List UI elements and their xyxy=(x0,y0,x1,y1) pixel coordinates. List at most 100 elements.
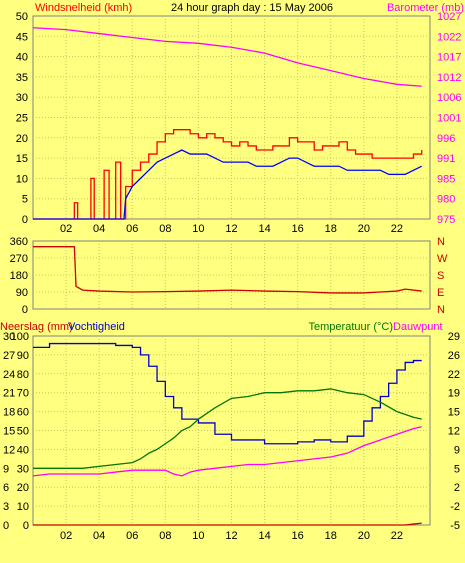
rain-y-tick: 27 xyxy=(3,350,15,362)
temperature-axis-title: Temperatuur (°C) xyxy=(309,321,393,333)
wind-y-tick: 10 xyxy=(16,173,28,185)
gust-line xyxy=(33,129,423,220)
temperature-y-tick: 22 xyxy=(448,369,460,381)
wind-series xyxy=(32,27,423,220)
humidity-y-tick: 70 xyxy=(17,388,29,400)
x-tick-label: 06 xyxy=(126,530,138,542)
barometer-y-tick: 980 xyxy=(437,194,455,206)
gust-spike xyxy=(90,177,95,219)
humidity-y-tick: 80 xyxy=(17,369,29,381)
compass-label: E xyxy=(437,287,444,299)
humidity-y-tick: 20 xyxy=(17,482,29,494)
wind-y-tick: 0 xyxy=(22,214,28,226)
direction-y-tick: 90 xyxy=(16,287,28,299)
humidity-y-tick: 60 xyxy=(17,407,29,419)
barometer-y-tick: 991 xyxy=(437,153,455,165)
humidity-y-tick: 30 xyxy=(17,463,29,475)
dewpoint-line xyxy=(32,426,422,477)
x-tick-label: 12 xyxy=(225,530,237,542)
rain-y-tick: 24 xyxy=(3,369,15,381)
direction-y-tick: 180 xyxy=(10,270,28,282)
barometer-y-tick: 996 xyxy=(437,133,455,145)
direction-gridlines xyxy=(33,241,430,309)
humidity-y-axis-labels: 0 10 20 30 40 50 60 70 80 90 100 xyxy=(11,331,29,532)
rain-y-tick: 3 xyxy=(3,501,9,513)
x-tick-label: 14 xyxy=(258,223,270,235)
temperature-y-tick: 2 xyxy=(454,482,460,494)
barometer-y-tick: 985 xyxy=(437,173,455,185)
gust-spike xyxy=(103,169,110,219)
x-tick-label: 16 xyxy=(292,530,304,542)
x-tick-label: 22 xyxy=(391,223,403,235)
humidity-y-tick: 40 xyxy=(17,444,29,456)
barometer-y-tick: 1012 xyxy=(437,72,461,84)
humidity-y-tick: 0 xyxy=(23,520,29,532)
rain-y-tick: 30 xyxy=(3,331,15,343)
barometer-y-axis-labels: 975 980 985 991 996 1001 1006 1012 1017 1022 1027 xyxy=(437,11,461,226)
compass-label: N xyxy=(437,236,445,248)
temperature-y-tick: 12 xyxy=(448,426,460,438)
temperature-y-tick: 26 xyxy=(448,350,460,362)
wind-y-tick: 5 xyxy=(22,194,28,206)
wind-x-axis-labels: 02 04 06 08 10 12 14 16 18 20 22 xyxy=(60,223,403,235)
temperature-y-axis-labels: -5 -2 2 5 9 12 15 19 22 26 29 xyxy=(448,331,460,532)
wind-y-tick: 40 xyxy=(16,52,28,64)
direction-line xyxy=(33,246,422,294)
x-tick-label: 02 xyxy=(60,223,72,235)
x-tick-label: 08 xyxy=(159,530,171,542)
humidity-y-tick: 100 xyxy=(11,331,29,343)
chart-title: 24 hour graph day : 15 May 2006 xyxy=(171,2,333,14)
temperature-y-tick: 5 xyxy=(454,463,460,475)
x-tick-label: 16 xyxy=(292,223,304,235)
humidity-axis-title: Vochtigheid xyxy=(68,321,125,333)
temperature-line xyxy=(33,388,422,469)
direction-y-axis-labels: 0 90 180 270 360 xyxy=(10,236,28,316)
compass-label: W xyxy=(437,253,448,265)
temperature-y-tick: -2 xyxy=(450,501,460,513)
x-tick-label: 18 xyxy=(325,223,337,235)
humidity-series xyxy=(32,342,422,526)
humidity-y-tick: 10 xyxy=(17,501,29,513)
wind-y-axis-labels: 0 5 10 15 20 25 30 35 40 45 50 xyxy=(16,11,28,226)
temperature-y-tick: 15 xyxy=(448,407,460,419)
temperature-y-tick: 19 xyxy=(448,388,460,400)
barometer-y-tick: 1022 xyxy=(437,31,461,43)
rain-y-tick: 18 xyxy=(3,407,15,419)
wind-y-tick: 45 xyxy=(16,31,28,43)
temperature-y-tick: -5 xyxy=(450,520,460,532)
x-tick-label: 02 xyxy=(60,530,72,542)
x-tick-label: 20 xyxy=(358,223,370,235)
barometer-y-tick: 1006 xyxy=(437,92,461,104)
barometer-y-tick: 1027 xyxy=(437,11,461,23)
barometer-line xyxy=(32,27,422,87)
rain-y-tick: 9 xyxy=(3,463,9,475)
barometer-y-tick: 1017 xyxy=(437,52,461,64)
rain-y-tick: 6 xyxy=(3,482,9,494)
wind-y-tick: 25 xyxy=(16,113,28,125)
rain-y-tick: 12 xyxy=(3,444,15,456)
dewpoint-axis-title: Dauwpunt xyxy=(393,321,443,333)
wind-y-tick: 30 xyxy=(16,92,28,104)
direction-series xyxy=(33,246,422,294)
direction-y-tick: 270 xyxy=(10,253,28,265)
x-tick-label: 18 xyxy=(325,530,337,542)
rain-axis-title: Neerslag (mm) xyxy=(0,321,73,333)
x-tick-label: 20 xyxy=(358,530,370,542)
humidity-line xyxy=(33,342,422,445)
rain-y-axis-labels: 0 3 6 9 12 15 18 21 24 27 30 xyxy=(3,331,15,532)
x-tick-label: 10 xyxy=(192,223,204,235)
barometer-y-tick: 1001 xyxy=(437,113,461,125)
compass-label: N xyxy=(437,304,445,316)
x-tick-label: 08 xyxy=(159,223,171,235)
temperature-y-tick: 9 xyxy=(454,444,460,456)
x-tick-label: 04 xyxy=(93,223,105,235)
wind-line xyxy=(33,149,423,220)
x-tick-label: 22 xyxy=(391,530,403,542)
gust-spike xyxy=(115,161,122,219)
x-tick-label: 04 xyxy=(93,530,105,542)
x-tick-label: 14 xyxy=(258,530,270,542)
humidity-y-tick: 90 xyxy=(17,350,29,362)
wind-y-tick: 50 xyxy=(16,11,28,23)
wind-y-tick: 15 xyxy=(16,153,28,165)
